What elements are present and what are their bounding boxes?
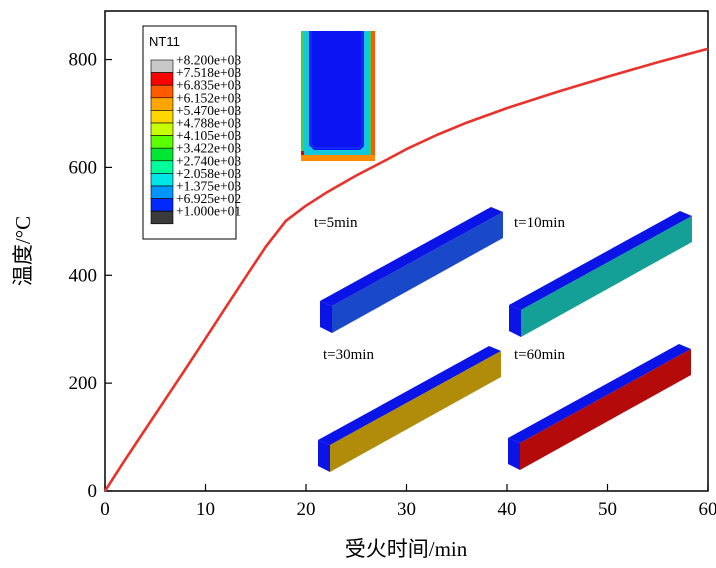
legend-entry-label: +6.925e+02 — [176, 191, 241, 206]
beam-face — [521, 216, 692, 337]
legend-entry-label: +2.740e+03 — [176, 153, 241, 168]
legend-swatch — [150, 110, 174, 124]
legend-swatch — [150, 198, 174, 212]
beam-label: t=5min — [314, 215, 358, 231]
legend-entry-label: +6.152e+03 — [176, 90, 241, 105]
legend-entry-label: +8.200e+03 — [176, 53, 241, 68]
legend-entry-label: +2.058e+03 — [176, 166, 241, 181]
series-layer — [103, 47, 709, 492]
x-tick-label: 40 — [498, 499, 517, 520]
y-axis-title: 温度/°C — [11, 216, 35, 286]
beam-inset-60min: t=60min — [508, 344, 691, 470]
legend-swatch — [150, 185, 174, 199]
legend-title: NT11 — [149, 34, 180, 49]
beam-top — [318, 346, 501, 445]
beam-face — [520, 349, 691, 470]
legend-swatch — [150, 72, 174, 86]
legend-entry-label: +3.422e+03 — [176, 141, 241, 156]
legend-entry-label: +7.518e+03 — [176, 65, 241, 80]
legend-swatch — [150, 210, 174, 225]
legend-entry-label: +6.835e+03 — [176, 78, 241, 93]
beam-side — [320, 301, 332, 333]
x-tick-label: 20 — [297, 499, 316, 520]
y-tick-label: 800 — [69, 50, 98, 71]
nt11-legend: NT11 +8.200e+03+7.518e+03+6.835e+03+6.15… — [142, 25, 241, 240]
legend-entry-label: +1.375e+03 — [176, 179, 241, 194]
section-inner-line — [310, 31, 363, 149]
beam-side — [508, 438, 520, 470]
beam-label: t=60min — [514, 347, 565, 363]
beam-inset-30min: t=30min — [318, 346, 501, 472]
legend-swatch — [150, 173, 174, 187]
beam-inset-5min: t=5min — [314, 207, 503, 333]
legend-entry-label: +1.000e+01 — [176, 204, 241, 219]
beam-label: t=30min — [323, 347, 374, 363]
y-tick-label: 0 — [88, 481, 98, 502]
beam-face — [332, 212, 503, 333]
x-tick-label: 30 — [397, 499, 416, 520]
x-tick-label: 0 — [100, 499, 110, 520]
beam-top — [320, 207, 503, 306]
legend-swatch — [150, 84, 174, 99]
x-tick-label: 60 — [699, 499, 716, 520]
section-border-orange — [301, 155, 375, 161]
beam-top — [508, 344, 691, 443]
beam-face — [330, 351, 501, 472]
section-border-red-right — [371, 31, 375, 161]
legend-swatch — [150, 135, 174, 149]
x-tick-label: 50 — [598, 499, 617, 520]
beam-label: t=10min — [514, 215, 565, 231]
legend-entry-label: +4.105e+03 — [176, 128, 241, 143]
legend-swatch — [150, 59, 174, 73]
temperature-curve — [103, 47, 709, 492]
legend-entry-label: +4.788e+03 — [176, 116, 241, 131]
x-axis-title: 受火时间/min — [345, 537, 468, 561]
legend-entries: +8.200e+03+7.518e+03+6.835e+03+6.152e+03… — [150, 53, 241, 225]
section-core — [309, 31, 364, 150]
legend-swatch — [150, 97, 174, 111]
beam-inset-10min: t=10min — [509, 211, 692, 337]
beam-top — [509, 211, 692, 310]
legend-swatch — [150, 122, 174, 136]
y-tick-label: 600 — [69, 157, 98, 178]
beam-side — [318, 440, 330, 472]
x-tick-label: 10 — [196, 499, 215, 520]
legend-swatch — [150, 147, 174, 162]
y-tick-label: 400 — [69, 265, 98, 286]
y-tick-label: 200 — [69, 373, 98, 394]
cross-section-inset — [301, 31, 375, 161]
legend-entry-label: +5.470e+03 — [176, 103, 241, 118]
legend-swatch — [150, 160, 174, 174]
beam-side — [509, 305, 521, 337]
